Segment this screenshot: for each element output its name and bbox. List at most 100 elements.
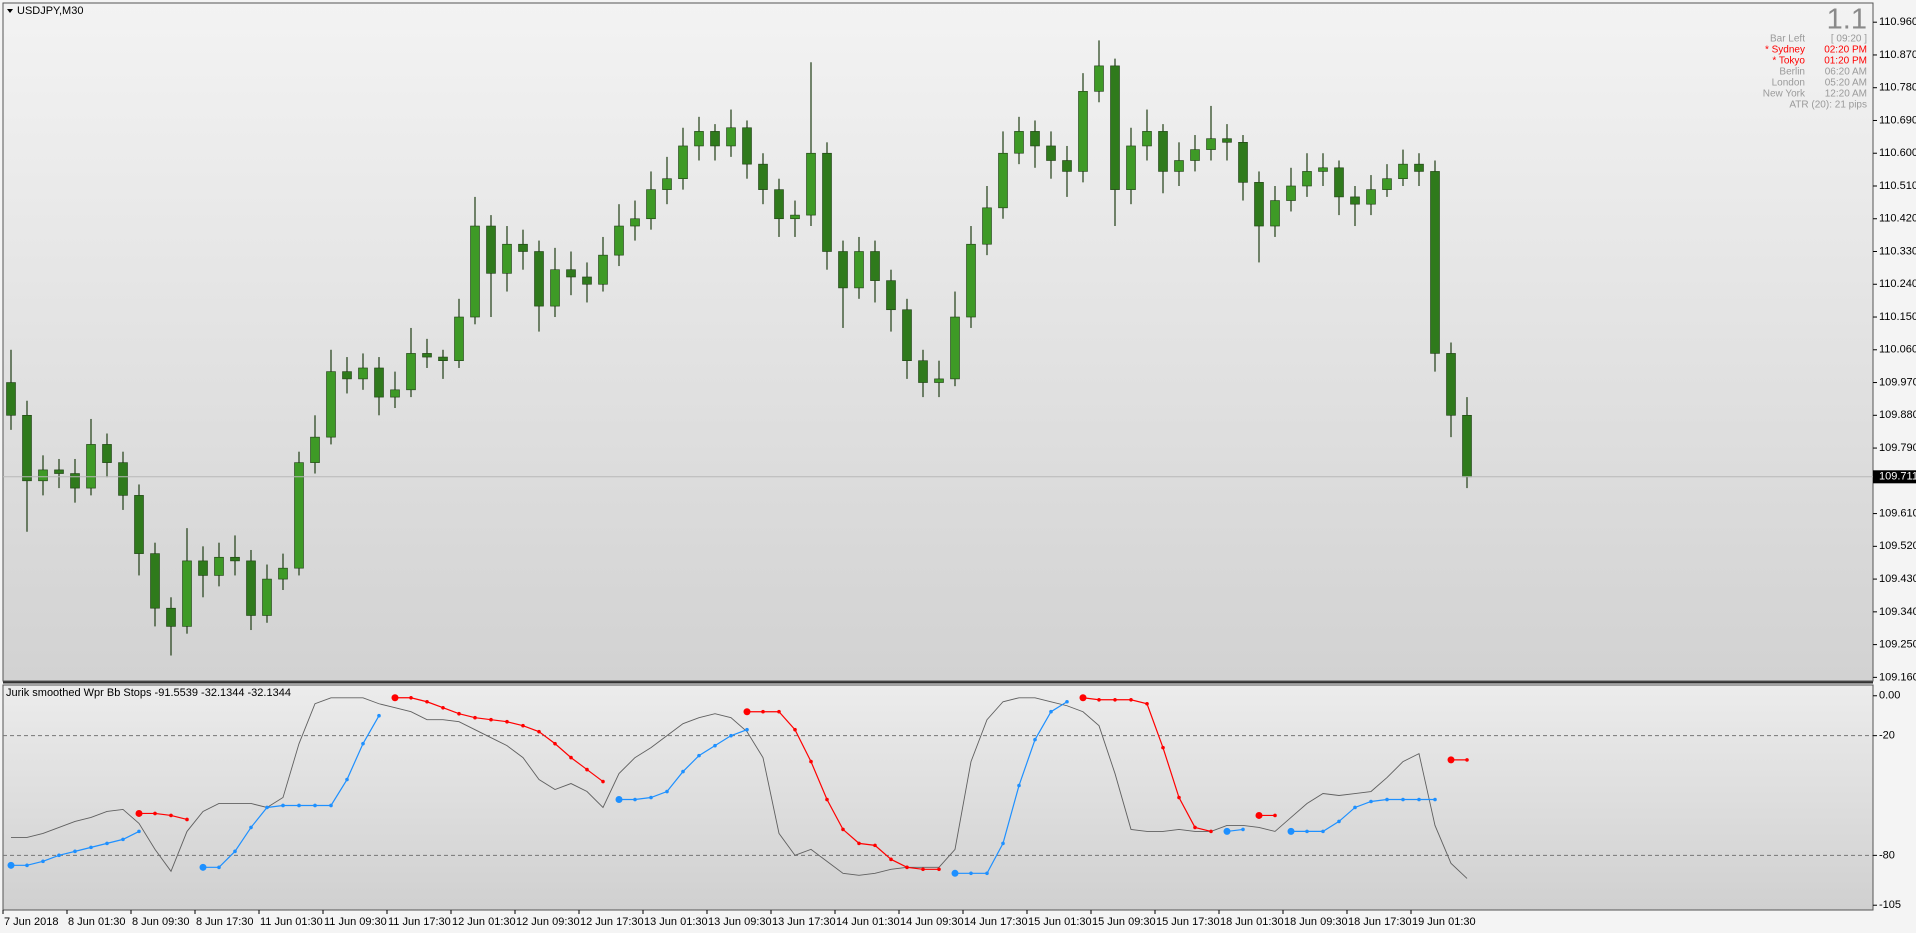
candle-body xyxy=(518,243,528,252)
candle-body xyxy=(806,152,816,216)
candle-body xyxy=(1078,91,1088,172)
candle-body xyxy=(1190,149,1200,161)
stop-dot xyxy=(1241,827,1245,832)
stop-dot xyxy=(489,717,493,722)
candle-body xyxy=(1254,182,1264,227)
x-tick-label: 13 Jun 01:30 xyxy=(644,916,708,928)
indicator-title: Jurik smoothed Wpr Bb Stops -91.5539 -32… xyxy=(6,687,291,699)
stop-dot xyxy=(1001,841,1005,846)
stop-dot xyxy=(329,803,333,808)
stop-dot xyxy=(233,849,237,854)
stop-dot xyxy=(265,805,269,810)
indicator-line xyxy=(11,697,1468,879)
candle-body xyxy=(198,560,208,576)
stop-dot xyxy=(1273,813,1277,818)
stop-dot xyxy=(57,853,61,858)
candle-body xyxy=(22,414,32,482)
stop-dot xyxy=(121,837,125,842)
candle-body xyxy=(1014,131,1024,154)
candle-body xyxy=(854,251,864,289)
y-tick-label: 110.060 xyxy=(1879,344,1916,356)
candle-body xyxy=(1094,65,1104,92)
stop-start-dot xyxy=(951,869,959,877)
info-value: [ 09:20 ] xyxy=(1831,34,1867,45)
stop-dot xyxy=(185,817,189,822)
info-big: 1.1 xyxy=(1827,4,1867,36)
candle-body xyxy=(214,556,224,576)
stop-dot xyxy=(1433,797,1437,802)
stop-dot xyxy=(793,727,797,732)
y-tick-label: 110.330 xyxy=(1879,245,1916,257)
candle-body xyxy=(694,131,704,147)
stop-dot xyxy=(217,865,221,870)
x-tick-label: 11 Jun 09:30 xyxy=(324,916,387,928)
y-tick-label: 109.160 xyxy=(1879,671,1916,683)
plot-layer: 110.960 110.870 110.780 110.690 110.600 110.5… xyxy=(2,4,1916,928)
candle-body xyxy=(1414,163,1424,172)
stop-dot xyxy=(905,865,909,870)
candle-body xyxy=(486,225,496,274)
candle-body xyxy=(598,254,608,285)
candle-body xyxy=(1334,167,1344,198)
main-panel xyxy=(2,2,1874,682)
info-value: 02:20 PM xyxy=(1824,45,1867,56)
y-tick-label: 110.780 xyxy=(1879,82,1916,94)
x-tick-label: 15 Jun 01:30 xyxy=(1028,916,1092,928)
stop-dot xyxy=(857,841,861,846)
stop-start-dot xyxy=(615,795,623,803)
x-tick-label: 12 Jun 01:30 xyxy=(452,916,516,928)
candle-body xyxy=(630,218,640,227)
stop-dot xyxy=(137,829,141,834)
candle-body xyxy=(758,163,768,190)
stop-dot xyxy=(921,867,925,872)
candle-body xyxy=(54,469,64,474)
x-tick-label: 12 Jun 09:30 xyxy=(516,916,580,928)
candle-body xyxy=(1110,65,1120,190)
x-tick-label: 14 Jun 17:30 xyxy=(964,916,1028,928)
stop-dot xyxy=(1049,709,1053,714)
candle-body xyxy=(470,225,480,318)
candle-body xyxy=(566,269,576,278)
stop-dot xyxy=(1161,745,1165,750)
candle-body xyxy=(582,276,592,285)
stop-dot xyxy=(761,709,765,714)
stop-dot xyxy=(281,803,285,808)
stop-start-dot xyxy=(1223,827,1231,835)
candle-body xyxy=(1302,171,1312,187)
candle-body xyxy=(118,462,128,496)
stop-dot xyxy=(473,715,477,720)
y-tick-label: 110.870 xyxy=(1879,49,1916,61)
candle-body xyxy=(1238,142,1248,183)
stop-dot xyxy=(1417,797,1421,802)
stop-start-dot xyxy=(199,863,207,871)
stop-dot xyxy=(1145,701,1149,706)
candle-body xyxy=(710,131,720,147)
stop-dot xyxy=(697,753,701,758)
symbol-menu-arrow[interactable] xyxy=(7,9,13,13)
x-tick-label: 7 Jun 2018 xyxy=(4,916,58,928)
info-value: 01:20 PM xyxy=(1824,56,1867,67)
candle-body xyxy=(70,473,80,489)
stop-dot xyxy=(1065,699,1069,704)
info-label: * Sydney xyxy=(1765,45,1805,56)
stop-dot xyxy=(633,797,637,802)
y-tick-label: 109.520 xyxy=(1879,540,1916,552)
stop-dot xyxy=(873,843,877,848)
stop-dot xyxy=(1209,829,1213,834)
candle-body xyxy=(326,371,336,438)
stop-dot xyxy=(649,795,653,800)
candle-body xyxy=(790,214,800,220)
candle-body xyxy=(1062,160,1072,172)
stop-dot xyxy=(153,811,157,816)
x-tick-label: 15 Jun 17:30 xyxy=(1156,916,1220,928)
candle-body xyxy=(1318,167,1328,172)
y-tick-label: -105 xyxy=(1879,899,1901,911)
stop-dot xyxy=(521,723,525,728)
candle-body xyxy=(342,371,352,380)
candle-body xyxy=(422,353,432,358)
info-label: * Tokyo xyxy=(1772,56,1805,67)
stop-start-dot xyxy=(135,809,143,817)
stop-dot xyxy=(1305,829,1309,834)
stop-dot xyxy=(585,767,589,772)
